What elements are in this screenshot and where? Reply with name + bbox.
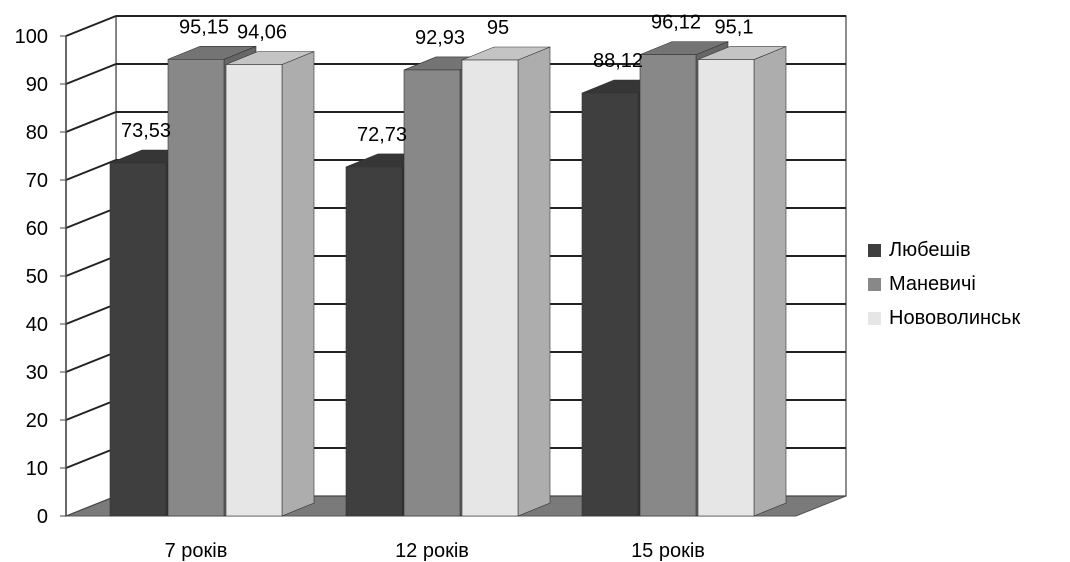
bar-front-2-0 bbox=[581, 92, 639, 517]
data-label-0-2: 94,06 bbox=[237, 22, 287, 44]
x-axis: 7 років 12 років 15 років bbox=[165, 540, 705, 562]
bar-2-2 bbox=[697, 46, 787, 517]
y-tick-label-100: 100 bbox=[15, 26, 48, 48]
bar-front-1-2 bbox=[461, 59, 519, 517]
gridline-side-50 bbox=[65, 255, 117, 277]
y-tick-label-90: 90 bbox=[26, 74, 48, 96]
data-label-1-1: 92,93 bbox=[415, 27, 465, 49]
gridline-side-60 bbox=[65, 207, 117, 229]
gridline-side-90 bbox=[65, 63, 117, 85]
legend-swatch-0 bbox=[868, 243, 881, 257]
bar-front-0-0 bbox=[109, 162, 167, 517]
bar-front-1-1 bbox=[403, 69, 461, 517]
legend-label-0: Любешів bbox=[889, 238, 971, 261]
data-labels: 73,53 95,15 94,06 72,73 92,93 95 88,12 96,12 95,… bbox=[121, 12, 754, 146]
legend-swatch-1 bbox=[868, 277, 881, 291]
data-label-0-0: 73,53 bbox=[121, 120, 171, 142]
bar-front-2-2 bbox=[697, 59, 755, 517]
y-tick-label-80: 80 bbox=[26, 122, 48, 144]
data-label-1-0: 72,73 bbox=[357, 124, 407, 146]
x-tick-label-2: 15 років bbox=[631, 540, 705, 562]
bar-front-1-0 bbox=[345, 166, 403, 517]
bar-side-2-2 bbox=[753, 46, 787, 517]
gridline-side-20 bbox=[65, 399, 117, 421]
gridline-side-40 bbox=[65, 303, 117, 325]
gridline-side-80 bbox=[65, 111, 117, 133]
legend-item-1: Маневичі bbox=[868, 270, 1020, 298]
x-tick-label-1: 12 років bbox=[395, 540, 469, 562]
y-tick-label-20: 20 bbox=[26, 410, 48, 432]
data-label-2-0: 88,12 bbox=[593, 50, 643, 72]
bar-front-2-1 bbox=[639, 54, 697, 517]
bar-side-1-2 bbox=[517, 46, 551, 517]
y-tick-label-30: 30 bbox=[26, 362, 48, 384]
data-label-2-2: 95,1 bbox=[715, 17, 754, 39]
gridline-side-10 bbox=[65, 447, 117, 469]
x-tick-label-0: 7 років bbox=[165, 540, 228, 562]
y-tick-label-70: 70 bbox=[26, 170, 48, 192]
gridline-side-100 bbox=[65, 15, 117, 37]
gridline-side-70 bbox=[65, 159, 117, 181]
data-label-0-1: 95,15 bbox=[179, 16, 229, 38]
legend-swatch-2 bbox=[868, 311, 881, 325]
legend-item-2: Нововолинськ bbox=[868, 304, 1020, 332]
data-label-1-2: 95 bbox=[487, 17, 509, 39]
bar-side-0-2 bbox=[281, 51, 315, 517]
bar-front-0-2 bbox=[225, 64, 283, 517]
bar-0-2 bbox=[225, 51, 315, 517]
data-label-2-1: 96,12 bbox=[651, 12, 701, 34]
y-tick-label-60: 60 bbox=[26, 218, 48, 240]
bar-1-2 bbox=[461, 46, 551, 517]
y-tick-label-40: 40 bbox=[26, 314, 48, 336]
legend-label-2: Нововолинськ bbox=[889, 306, 1021, 329]
y-tick-label-0: 0 bbox=[37, 506, 48, 528]
legend: Любешів Маневичі Нововолинськ bbox=[868, 236, 1020, 338]
legend-item-0: Любешів bbox=[868, 236, 1020, 264]
bars bbox=[109, 41, 787, 517]
y-axis: 0 10 20 30 40 50 60 70 80 90 100 bbox=[15, 26, 67, 528]
bar-front-0-1 bbox=[167, 58, 225, 517]
gridline-side-30 bbox=[65, 351, 117, 373]
y-tick-label-10: 10 bbox=[26, 458, 48, 480]
y-tick-label-50: 50 bbox=[26, 266, 48, 288]
legend-label-1: Маневичі bbox=[889, 272, 976, 295]
